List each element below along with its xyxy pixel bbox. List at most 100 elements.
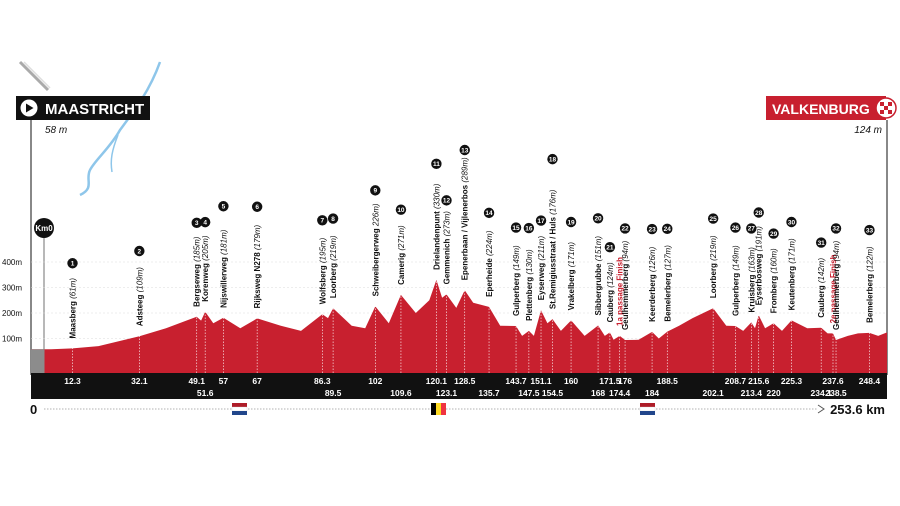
- y-tick-label: 200m: [2, 309, 22, 318]
- climb-number: 5: [222, 204, 226, 211]
- climb-number: 14: [485, 210, 493, 217]
- climb-label: Camerig (271m): [397, 225, 406, 285]
- climb-number: 23: [648, 226, 656, 233]
- climb-number: 2: [138, 248, 142, 255]
- climb-number-badge: [218, 201, 229, 212]
- climb-number: 13: [461, 147, 469, 154]
- climb-number: 11: [433, 161, 440, 168]
- climb-number-badge: [730, 222, 741, 233]
- climb-label: Loorberg (219m): [329, 235, 338, 298]
- climb-label: Cauberg (142m): [817, 257, 826, 317]
- climb-number-badge: [67, 258, 78, 269]
- km-label: 67: [252, 376, 262, 386]
- climb-number: 25: [710, 216, 718, 223]
- climb-number-badge: [619, 223, 631, 234]
- climb-label: Eyserbosweg (191m): [755, 226, 764, 305]
- km0-label: Km0: [35, 224, 53, 233]
- y-tick-label: 100m: [2, 335, 22, 344]
- km-label: 213.4: [741, 388, 763, 398]
- climb-number-badge: [662, 223, 673, 235]
- climb-number-badge: [815, 237, 827, 248]
- finish-name: VALKENBURG: [772, 101, 870, 117]
- climb-label: 1a passage Finish: [616, 257, 625, 326]
- km-label: 135.7: [478, 388, 500, 398]
- climb-number-badge: [830, 223, 842, 234]
- finish-tag: VALKENBURG: [766, 96, 897, 120]
- climb-number: 31: [818, 240, 826, 247]
- climb-label: St.Remigiusstraat / Huls (176m): [548, 189, 557, 309]
- climb-number: 27: [748, 226, 756, 233]
- km-label: 120.1: [426, 376, 448, 386]
- climb-number: 24: [664, 226, 672, 233]
- climb-number-badge: [459, 144, 470, 156]
- climb-number: 16: [525, 225, 533, 232]
- km-label: 32.1: [131, 376, 148, 386]
- start-name: MAASTRICHT: [45, 101, 144, 118]
- km-labels: 12.3 32.1 49.1 57 67 86.3 102 120.1 128.5 143.7 15…: [64, 376, 880, 398]
- elevation-base-fill: [31, 349, 45, 373]
- climb-number: 18: [549, 156, 557, 163]
- climb-number: 21: [606, 244, 614, 251]
- climb-label: Kruisberg (163m): [747, 247, 756, 313]
- climb-label: Nijswillerweg (181m): [219, 229, 228, 308]
- climb-number-badge: [535, 215, 547, 226]
- km-label: 123.1: [436, 388, 458, 398]
- km0-marker: Km0: [34, 218, 54, 358]
- distance-axis: 0 253.6 km: [30, 402, 885, 417]
- climb-number: 3: [195, 220, 199, 227]
- flag-belgium-icon: [431, 403, 446, 415]
- climb-number: 20: [594, 216, 602, 223]
- flag-netherlands-icon: [231, 403, 248, 415]
- km-label: 184: [645, 388, 659, 398]
- climb-number: 7: [320, 218, 324, 225]
- climb-number-badge: [786, 216, 797, 228]
- km-label: 57: [219, 376, 229, 386]
- climb-label: Bergseweg (185m): [193, 236, 202, 307]
- flag-netherlands-icon-2: [639, 403, 656, 415]
- climb-label: Gulperberg (149m): [731, 245, 740, 316]
- km-label: 49.1: [188, 376, 205, 386]
- y-tick-label: 300m: [2, 284, 22, 293]
- km-label: 154.5: [542, 388, 564, 398]
- climb-label: Schweibergerweg 226m): [371, 203, 380, 296]
- climb-number: 6: [255, 204, 259, 211]
- climb-label: Eyserweg (211m): [537, 236, 546, 301]
- y-tick-label: 400m: [2, 258, 22, 267]
- climb-label: Loorberg (219m): [709, 235, 718, 298]
- climb-label: Keerderberg (126m): [648, 246, 657, 321]
- km-label: 12.3: [64, 376, 81, 386]
- climb-label: Gulperberg (149m): [512, 245, 521, 316]
- km-label: 151.1: [530, 376, 552, 386]
- climb-number: 30: [788, 219, 796, 226]
- km-label: 215.6: [748, 376, 770, 386]
- km-label: 147.5: [518, 388, 540, 398]
- km-label: 238.5: [825, 388, 847, 398]
- climb-label: Bemelerberg (127m): [663, 245, 672, 322]
- km-label: 160: [564, 376, 578, 386]
- climb-label: Wolfsberg (195m): [318, 237, 327, 304]
- climb-number-badge: [327, 213, 339, 224]
- climb-label: Plettenberg (130m): [525, 249, 534, 321]
- climb-number-badge: [191, 217, 202, 229]
- km-label: 168: [591, 388, 605, 398]
- start-elevation: 58 m: [45, 125, 67, 136]
- climb-label: Drielandenpunt (330m): [432, 183, 441, 270]
- checkered-flag-icon: [875, 97, 897, 119]
- km-label: 109.6: [390, 388, 412, 398]
- km-bar: [31, 373, 887, 399]
- climb-label: Fromberg (160m): [770, 248, 779, 313]
- climb-number: 12: [443, 198, 451, 205]
- km-label: 188.5: [657, 376, 679, 386]
- km-label: 220: [766, 388, 780, 398]
- climb-number-badge: [199, 216, 211, 228]
- climb-number: 26: [732, 225, 740, 232]
- start-tag: MAASTRICHT: [16, 96, 150, 120]
- climb-number: 32: [832, 226, 840, 233]
- climb-number: 28: [755, 210, 763, 217]
- climb-number-badge: [431, 158, 442, 170]
- distance-start: 0: [30, 402, 37, 417]
- play-icon: [26, 103, 34, 113]
- climb-number: 33: [866, 227, 874, 234]
- climb-label: Adsteeg (109m): [135, 267, 144, 326]
- km-label: 237.6: [822, 376, 844, 386]
